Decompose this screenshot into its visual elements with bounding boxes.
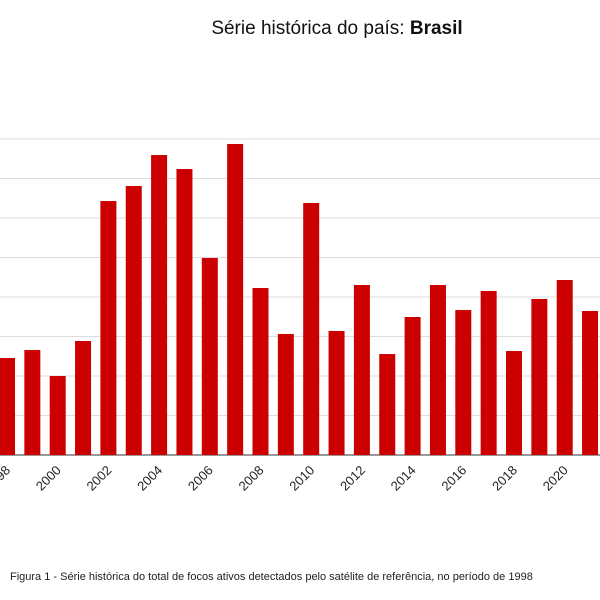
x-tick-label: 1998 (0, 463, 13, 494)
bar (303, 202, 320, 455)
bar (75, 341, 92, 455)
bar (24, 350, 41, 455)
x-tick-label: 2020 (540, 463, 571, 494)
x-tick-label: 2016 (438, 463, 469, 494)
bar (0, 357, 15, 455)
bar (582, 310, 599, 455)
x-tick-label: 2012 (337, 463, 368, 494)
bar (455, 310, 472, 455)
x-tick-label: 2004 (134, 463, 165, 494)
chart-title-group: Série histórica do país: Brasil (211, 18, 462, 39)
bar (353, 284, 370, 455)
bar (49, 376, 66, 455)
x-tick-label: 2006 (185, 463, 216, 494)
bar (100, 201, 117, 455)
bar (227, 143, 244, 456)
bar (404, 316, 421, 455)
x-tick-label: 2002 (83, 463, 114, 494)
chart-title-country: Brasil (410, 18, 463, 39)
bar (176, 169, 193, 455)
x-tick-label: 2014 (388, 463, 419, 494)
caption: Figura 1 - Série histórica do total de f… (10, 571, 533, 583)
x-tick-label: 2010 (286, 463, 317, 494)
bar (328, 330, 345, 455)
chart-title: Série histórica do país: (211, 18, 404, 39)
bar (277, 333, 294, 455)
bar (201, 257, 218, 455)
bar (379, 354, 396, 455)
bar (125, 186, 142, 455)
bar (531, 298, 548, 455)
bar (506, 351, 522, 455)
bar (556, 280, 573, 455)
bar (429, 284, 446, 455)
x-tick-label: 2008 (236, 463, 267, 494)
bar (480, 290, 497, 455)
bar (151, 155, 168, 456)
bar (252, 287, 269, 455)
x-tick-label: 2018 (489, 463, 520, 494)
x-tick-label: 2000 (33, 463, 64, 494)
